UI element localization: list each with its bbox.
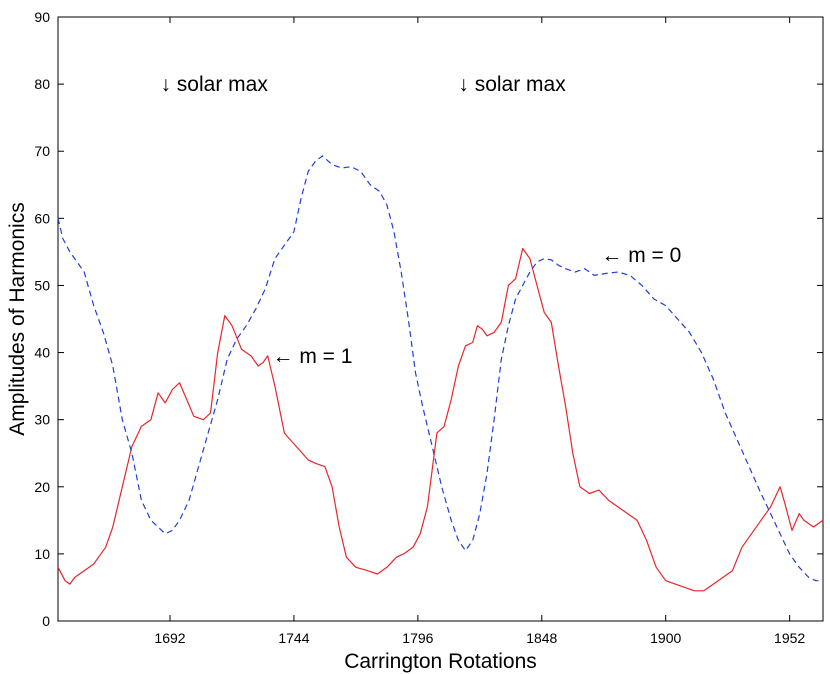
series-layer bbox=[57, 155, 824, 592]
y-tick-label: 80 bbox=[34, 76, 50, 92]
x-tick-label: 1848 bbox=[526, 630, 557, 646]
annotation-label: ← m = 1 bbox=[272, 345, 352, 368]
x-tick-label: 1692 bbox=[154, 630, 185, 646]
y-tick-label: 0 bbox=[42, 613, 50, 629]
y-axis-title: Amplitudes of Harmonics bbox=[6, 202, 29, 435]
y-tick-label: 60 bbox=[34, 210, 50, 226]
x-tick-label: 1744 bbox=[278, 630, 309, 646]
x-tick-label: 1900 bbox=[650, 630, 681, 646]
annotation-label: ↓ solar max bbox=[160, 73, 268, 96]
y-tick-label: 10 bbox=[34, 546, 50, 562]
x-tick-label: 1796 bbox=[402, 630, 433, 646]
series-line-m-1 bbox=[57, 247, 824, 592]
y-tick-label: 90 bbox=[34, 9, 50, 25]
y-tick-label: 70 bbox=[34, 143, 50, 159]
annotation-layer: ↓ solar max ↓ solar max ← m = 0 ← m = 1 bbox=[160, 73, 681, 368]
plot-area: 1692 1744 1796 1848 1900 1952 0 10 20 30 40 50 60 70… bbox=[34, 9, 824, 646]
y-tick-label: 20 bbox=[34, 479, 50, 495]
annotation-label: ← m = 0 bbox=[601, 244, 681, 267]
x-axis-title: Carrington Rotations bbox=[344, 650, 537, 673]
y-tick-label: 30 bbox=[34, 412, 50, 428]
x-axis: 1692 1744 1796 1848 1900 1952 bbox=[154, 17, 805, 646]
y-tick-label: 50 bbox=[34, 277, 50, 293]
y-axis: 0 10 20 30 40 50 60 70 80 90 bbox=[34, 9, 823, 629]
series-line-m-0 bbox=[57, 155, 823, 582]
plot-frame bbox=[57, 16, 824, 622]
y-tick-label: 40 bbox=[34, 345, 50, 361]
annotation-label: ↓ solar max bbox=[458, 73, 566, 96]
x-tick-label: 1952 bbox=[774, 630, 805, 646]
